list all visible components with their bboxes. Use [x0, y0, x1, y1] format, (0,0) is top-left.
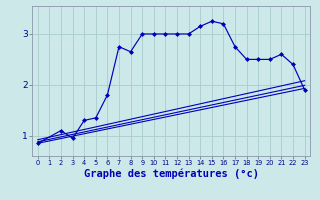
X-axis label: Graphe des températures (°c): Graphe des températures (°c) [84, 169, 259, 179]
